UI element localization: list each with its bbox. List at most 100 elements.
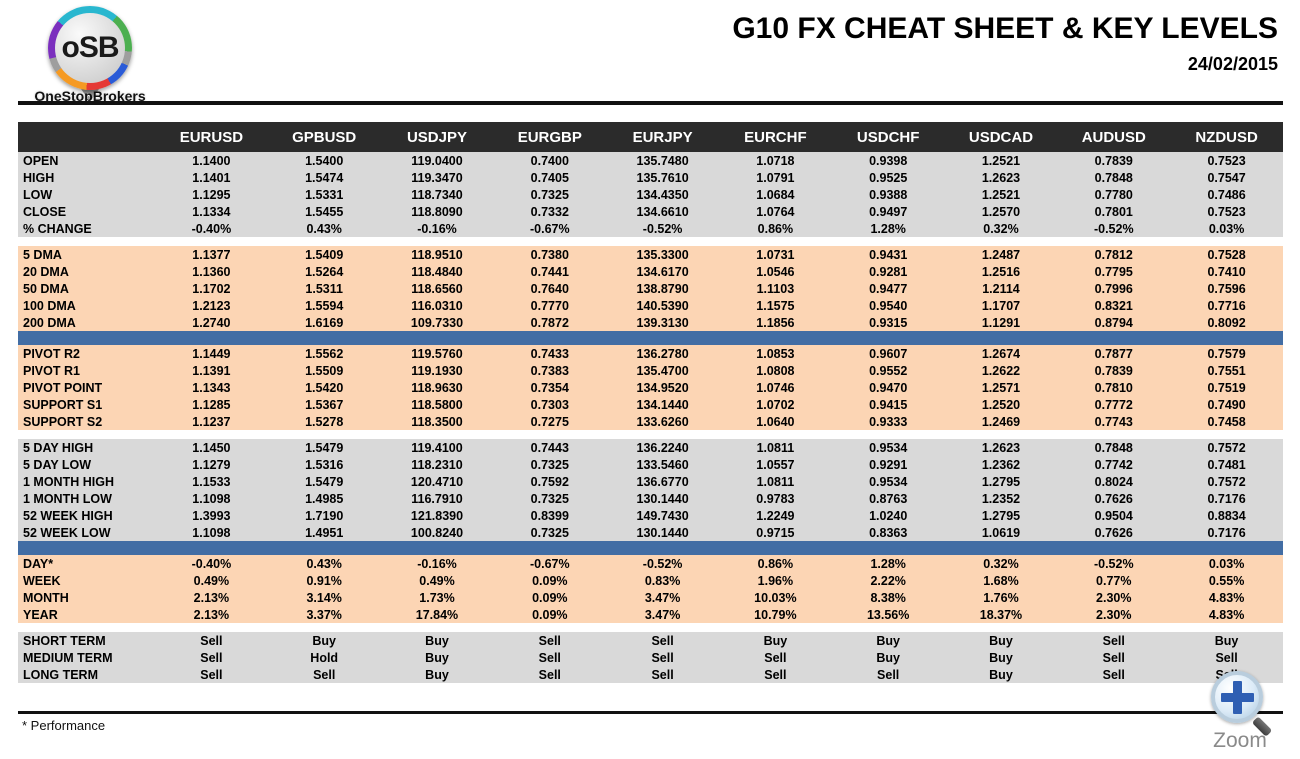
row-label: SUPPORT S2: [18, 413, 155, 430]
cell: 0.7410: [1170, 263, 1283, 280]
cell: 0.03%: [1170, 555, 1283, 572]
cell: 109.7330: [380, 314, 494, 331]
zoom-magnifier-icon[interactable]: [1211, 671, 1273, 737]
cell: 4.83%: [1170, 606, 1283, 623]
table-row: 1 MONTH LOW 1.1098 1.4985 116.7910 0.7325 130…: [18, 490, 1283, 507]
zoom-button[interactable]: Zoom: [1194, 671, 1286, 753]
cell: 1.0557: [718, 456, 832, 473]
cell: 18.37%: [944, 606, 1058, 623]
cell: Buy: [944, 632, 1058, 649]
table-row: 1 MONTH HIGH 1.1533 1.5479 120.4710 0.7592 13…: [18, 473, 1283, 490]
cell: 0.7780: [1057, 186, 1171, 203]
cell: -0.52%: [1057, 220, 1171, 237]
table-row: 200 DMA 1.2740 1.6169 109.7330 0.7872 139.313…: [18, 314, 1283, 331]
cell: 0.7742: [1057, 456, 1171, 473]
cell: 118.5800: [380, 396, 494, 413]
cell: 1.1103: [718, 280, 832, 297]
cell: 0.86%: [718, 220, 832, 237]
cell: 1.4985: [267, 490, 381, 507]
row-label: 5 DAY LOW: [18, 456, 155, 473]
cell: 134.1440: [606, 396, 719, 413]
cell: 0.9281: [831, 263, 945, 280]
cell: 1.2521: [944, 186, 1058, 203]
cell: 0.7275: [493, 413, 607, 430]
cell: 1.0718: [718, 152, 832, 169]
cell: 1.5474: [267, 169, 381, 186]
title-block: G10 FX CHEAT SHEET & KEY LEVELS 24/02/20…: [732, 12, 1278, 75]
cell: 0.8794: [1057, 314, 1171, 331]
cell: 0.7996: [1057, 280, 1171, 297]
cell: 0.9497: [831, 203, 945, 220]
cell: 0.8763: [831, 490, 945, 507]
row-label: 50 DMA: [18, 280, 155, 297]
cell: 8.38%: [831, 589, 945, 606]
cell: Sell: [1170, 649, 1283, 666]
cell: 135.7480: [606, 152, 719, 169]
cell: 0.32%: [944, 220, 1058, 237]
column-header: USDCAD: [944, 122, 1058, 152]
cell: 0.7770: [493, 297, 607, 314]
cell: 1.1575: [718, 297, 832, 314]
cell: 0.7325: [493, 524, 607, 541]
cell: 0.7458: [1170, 413, 1283, 430]
cell: -0.16%: [380, 555, 494, 572]
table-row: MEDIUM TERM Sell Hold Buy Sell Sell Sell Buy Buy…: [18, 649, 1283, 666]
row-label: PIVOT POINT: [18, 379, 155, 396]
cell: 0.7523: [1170, 152, 1283, 169]
cell: 135.7610: [606, 169, 719, 186]
cell: Sell: [718, 666, 832, 683]
cell: Buy: [380, 666, 494, 683]
cell: 1.5316: [267, 456, 381, 473]
cell: Sell: [606, 666, 719, 683]
cell: 0.7579: [1170, 345, 1283, 362]
cell: Sell: [493, 632, 607, 649]
cell: Sell: [155, 649, 268, 666]
row-label: 1 MONTH HIGH: [18, 473, 155, 490]
blue-divider-row: [18, 541, 1283, 555]
cell: 1.2516: [944, 263, 1058, 280]
cell: 120.4710: [380, 473, 494, 490]
cell: 0.7848: [1057, 439, 1171, 456]
cell: 1.1343: [155, 379, 268, 396]
column-header: EURGBP: [493, 122, 607, 152]
cell: Buy: [267, 632, 381, 649]
top-divider-line: [18, 101, 1283, 105]
cell: 0.7441: [493, 263, 607, 280]
cell: 118.2310: [380, 456, 494, 473]
brand-name: OneStopBrokers: [34, 88, 146, 104]
cell: 0.83%: [606, 572, 719, 589]
cell: 2.13%: [155, 606, 268, 623]
cell: 0.9291: [831, 456, 945, 473]
cell: 1.2521: [944, 152, 1058, 169]
cell: 2.30%: [1057, 606, 1171, 623]
cell: 1.2123: [155, 297, 268, 314]
cell: 0.49%: [380, 572, 494, 589]
cell: 0.7839: [1057, 152, 1171, 169]
cell: 119.5760: [380, 345, 494, 362]
row-label: YEAR: [18, 606, 155, 623]
cell: 3.47%: [606, 606, 719, 623]
table-row: SUPPORT S1 1.1285 1.5367 118.5800 0.7303 134.…: [18, 396, 1283, 413]
row-label: HIGH: [18, 169, 155, 186]
cell: 1.0811: [718, 439, 832, 456]
cell: 0.43%: [267, 555, 381, 572]
cell: Sell: [1057, 632, 1171, 649]
cell: 13.56%: [831, 606, 945, 623]
performance-footnote: * Performance: [22, 718, 106, 733]
cell: 3.37%: [267, 606, 381, 623]
cell: 134.9520: [606, 379, 719, 396]
cell: 140.5390: [606, 297, 719, 314]
cell: 0.7596: [1170, 280, 1283, 297]
cell: 0.77%: [1057, 572, 1171, 589]
cell: Sell: [493, 649, 607, 666]
cell: 1.76%: [944, 589, 1058, 606]
row-label: MEDIUM TERM: [18, 649, 155, 666]
cell: 1.2795: [944, 507, 1058, 524]
row-label: SUPPORT S1: [18, 396, 155, 413]
cell: Sell: [155, 632, 268, 649]
cell: Sell: [718, 649, 832, 666]
column-header: GPBUSD: [267, 122, 381, 152]
row-label: 100 DMA: [18, 297, 155, 314]
cell: 1.0811: [718, 473, 832, 490]
